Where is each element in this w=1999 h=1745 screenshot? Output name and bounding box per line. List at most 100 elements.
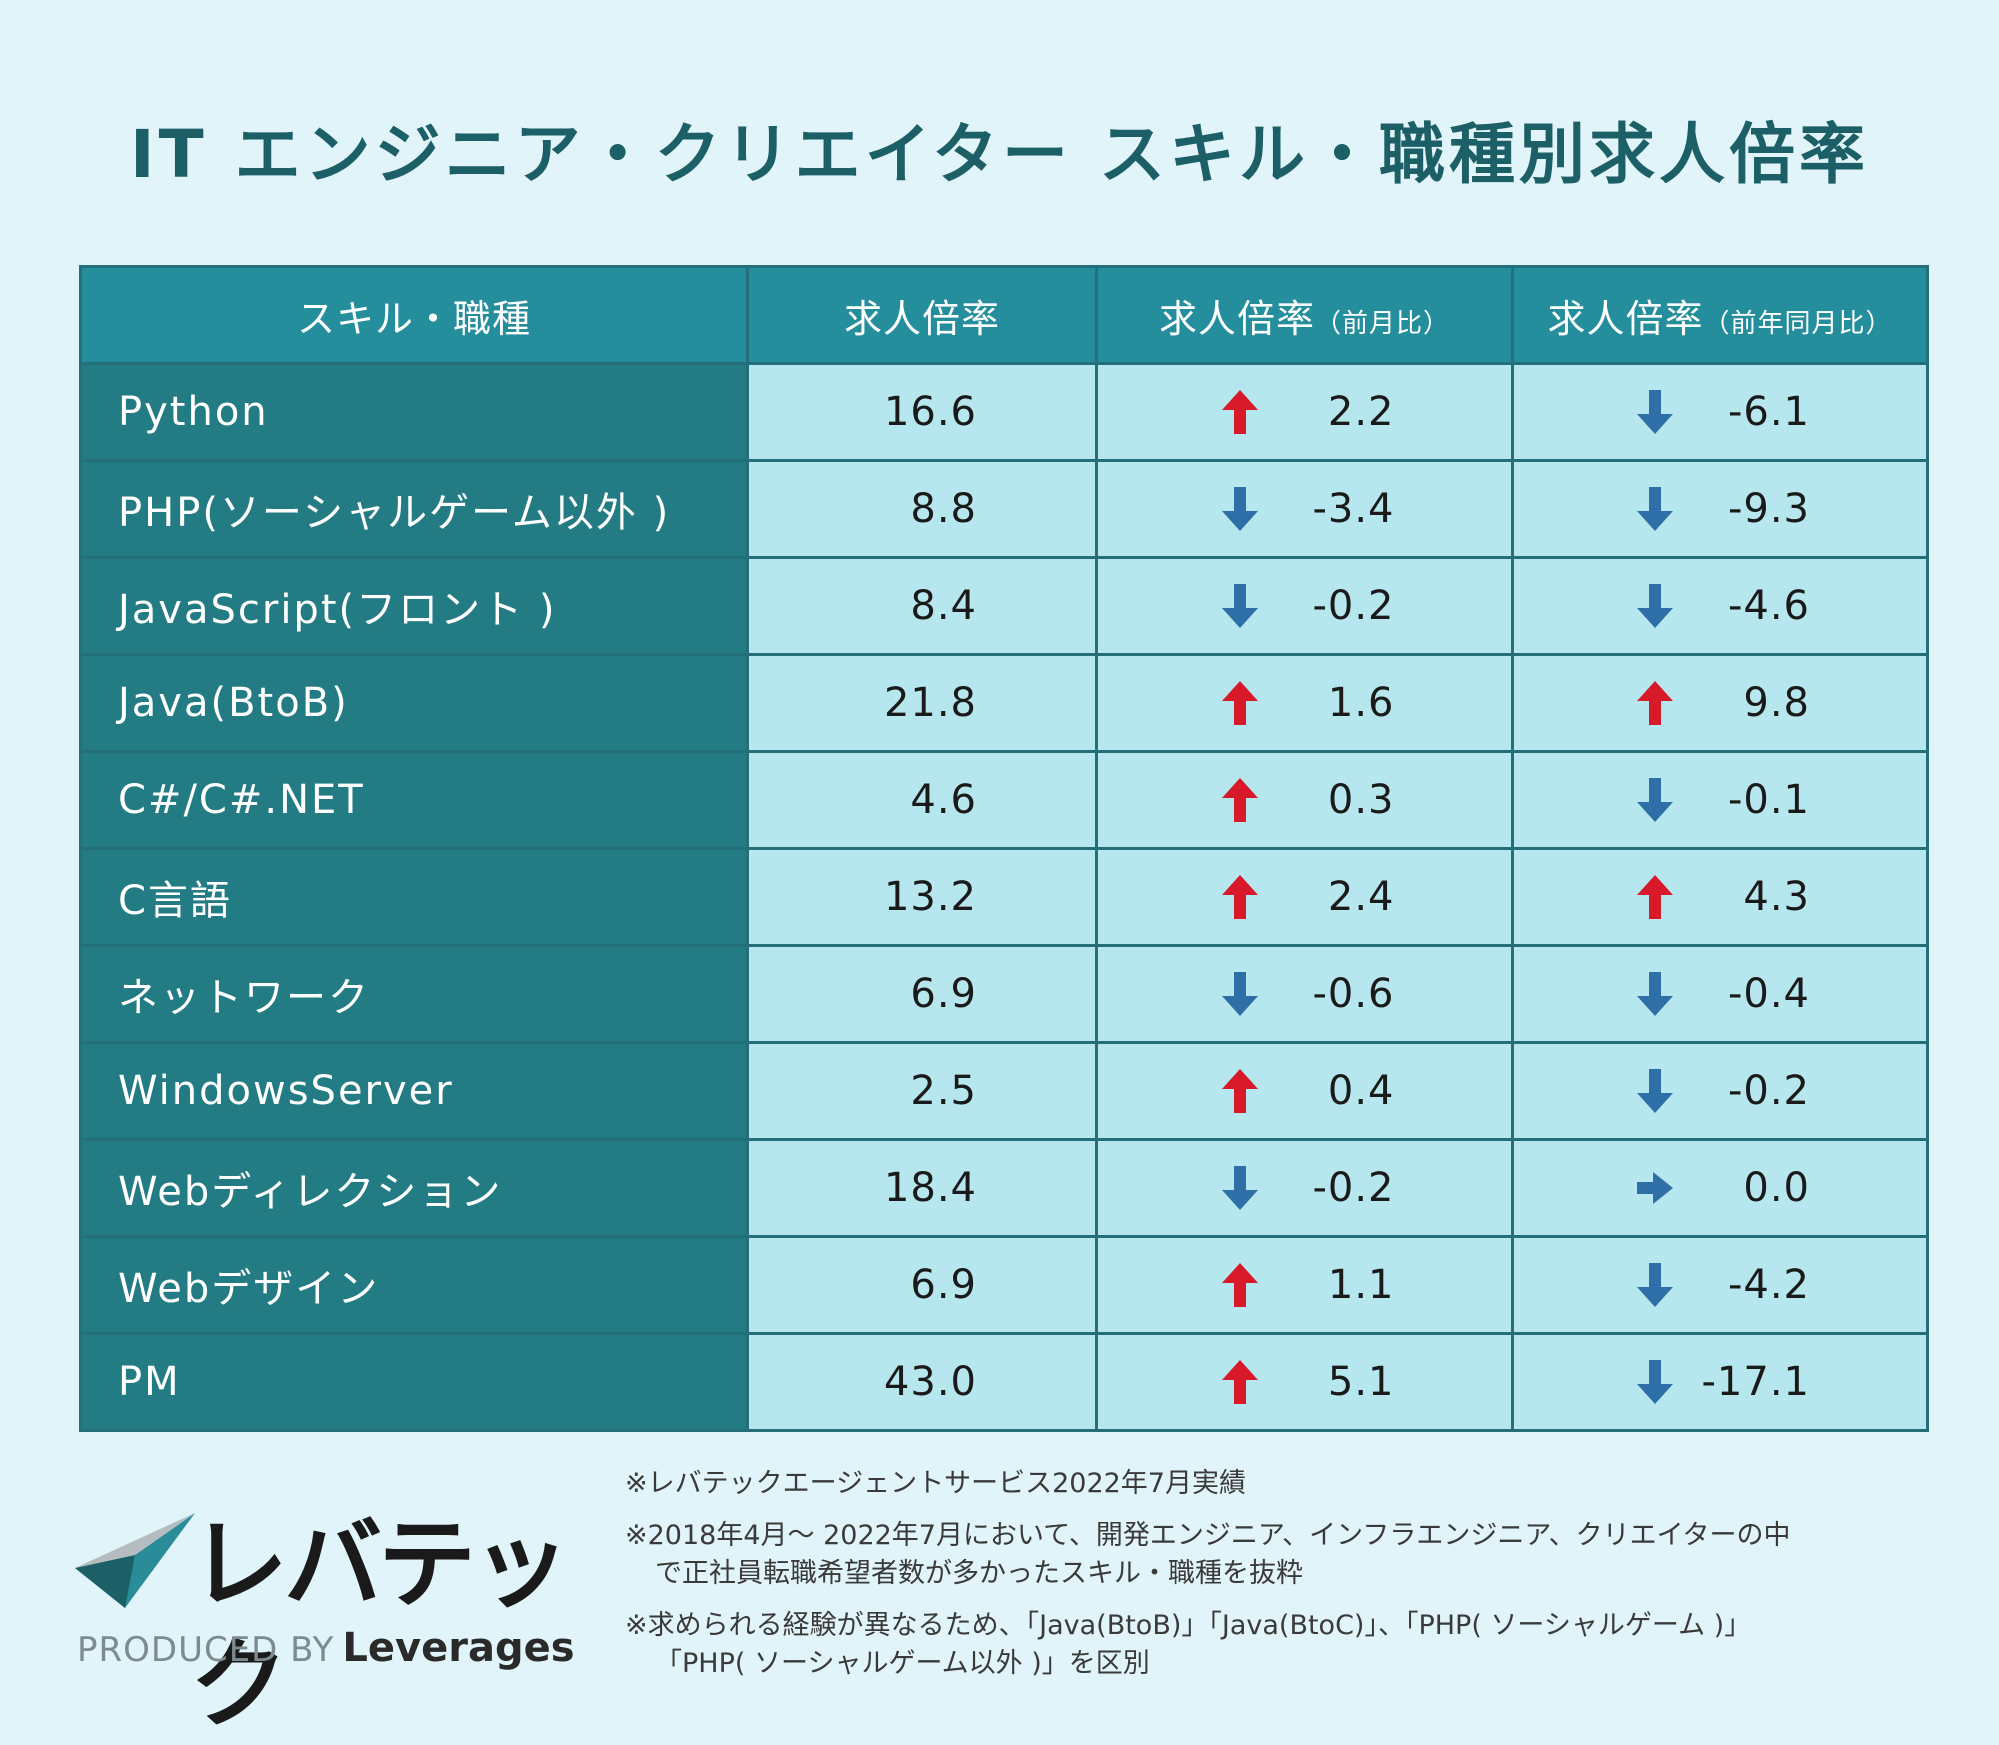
ratio-cell: 16.6: [746, 362, 1098, 462]
mom-cell: 1.1: [1095, 1235, 1514, 1335]
ratio-value: 16.6: [883, 389, 977, 435]
ratio-cell: 6.9: [746, 944, 1098, 1044]
brand-name: Leverages: [342, 1625, 575, 1671]
ratio-value: 6.9: [910, 1262, 977, 1308]
ratio-value: 2.5: [910, 1068, 977, 1114]
mom-value: 2.4: [1327, 874, 1395, 920]
header-yoy-sub: （前年同月比）: [1703, 308, 1893, 339]
mom-cell: 1.6: [1095, 653, 1514, 753]
mom-cell: 0.3: [1095, 750, 1514, 850]
arrow-down-icon: [1630, 1066, 1680, 1116]
table-row: C言語 13.2 2.4 4.3: [79, 847, 1929, 947]
job-ratio-table: スキル・職種 求人倍率 求人倍率（前月比） 求人倍率（前年同月比） Python…: [79, 265, 1929, 1432]
ratio-cell: 8.8: [746, 459, 1098, 559]
ratio-value: 8.8: [910, 486, 977, 532]
ratio-cell: 43.0: [746, 1332, 1098, 1432]
ratio-value: 13.2: [883, 874, 977, 920]
skill-name: C言語: [79, 847, 749, 947]
leverages-logo: レバテック PRODUCED BY Leverages: [75, 1505, 595, 1742]
yoy-cell: 0.0: [1511, 1138, 1929, 1238]
skill-name: C#/C#.NET: [79, 750, 749, 850]
arrow-down-icon: [1215, 484, 1265, 534]
footnote-2: ※2018年4月～ 2022年7月において、開発エンジニア、インフラエンジニア、…: [625, 1517, 1935, 1593]
arrow-right-icon: [1630, 1163, 1680, 1213]
footnote-1: ※レバテックエージェントサービス2022年7月実績: [625, 1468, 1246, 1499]
header-yoy: 求人倍率（前年同月比）: [1511, 265, 1929, 365]
yoy-cell: -0.4: [1511, 944, 1929, 1044]
header-skill: スキル・職種: [79, 265, 749, 365]
table-row: ネットワーク 6.9 -0.6 -0.4: [79, 944, 1929, 1044]
table-row: Webディレクション 18.4 -0.2 0.0: [79, 1138, 1929, 1238]
table-row: PHP(ソーシャルゲーム以外 ) 8.8 -3.4 -9.3: [79, 459, 1929, 559]
mom-cell: 2.4: [1095, 847, 1514, 947]
ratio-value: 4.6: [910, 777, 977, 823]
arrow-up-icon: [1215, 387, 1265, 437]
skill-name: JavaScript(フロント ): [79, 556, 749, 656]
mom-value: -0.2: [1312, 1165, 1395, 1211]
arrow-down-icon: [1630, 484, 1680, 534]
table-row: Webデザイン 6.9 1.1 -4.2: [79, 1235, 1929, 1335]
arrow-up-icon: [1215, 678, 1265, 728]
yoy-cell: -9.3: [1511, 459, 1929, 559]
arrow-down-icon: [1215, 969, 1265, 1019]
mom-value: 0.3: [1327, 777, 1395, 823]
yoy-cell: -6.1: [1511, 362, 1929, 462]
ratio-value: 8.4: [910, 583, 977, 629]
skill-name: Webデザイン: [79, 1235, 749, 1335]
mom-cell: 2.2: [1095, 362, 1514, 462]
yoy-cell: 4.3: [1511, 847, 1929, 947]
yoy-cell: -0.2: [1511, 1041, 1929, 1141]
ratio-value: 43.0: [883, 1359, 977, 1405]
ratio-value: 18.4: [883, 1165, 977, 1211]
skill-name: PM: [79, 1332, 749, 1432]
mom-value: -0.2: [1312, 583, 1395, 629]
table-header-row: スキル・職種 求人倍率 求人倍率（前月比） 求人倍率（前年同月比）: [79, 265, 1929, 365]
arrow-up-icon: [1215, 1357, 1265, 1407]
ratio-cell: 8.4: [746, 556, 1098, 656]
footnotes: ※レバテックエージェントサービス2022年7月実績 ※2018年4月～ 2022…: [625, 1465, 1935, 1697]
skill-name: ネットワーク: [79, 944, 749, 1044]
arrow-down-icon: [1630, 387, 1680, 437]
arrow-down-icon: [1630, 1357, 1680, 1407]
arrow-up-icon: [1215, 1260, 1265, 1310]
produced-by-line: PRODUCED BY Leverages: [77, 1625, 575, 1671]
mom-cell: -0.2: [1095, 556, 1514, 656]
arrow-up-icon: [1215, 1066, 1265, 1116]
header-mom-main: 求人倍率: [1158, 296, 1315, 341]
logo-wordmark: レバテック: [190, 1508, 570, 1742]
yoy-value: -6.1: [1727, 389, 1810, 435]
yoy-value: -4.6: [1727, 583, 1810, 629]
ratio-cell: 6.9: [746, 1235, 1098, 1335]
yoy-cell: -4.6: [1511, 556, 1929, 656]
mom-value: -3.4: [1312, 486, 1395, 532]
mom-value: 0.4: [1327, 1068, 1395, 1114]
table-row: Java(BtoB) 21.8 1.6 9.8: [79, 653, 1929, 753]
arrow-down-icon: [1215, 581, 1265, 631]
yoy-value: -17.1: [1701, 1359, 1810, 1405]
arrow-down-icon: [1215, 1163, 1265, 1213]
skill-name: Python: [79, 362, 749, 462]
table-row: Python 16.6 2.2 -6.1: [79, 362, 1929, 462]
table-row: C#/C#.NET 4.6 0.3 -0.1: [79, 750, 1929, 850]
skill-name: WindowsServer: [79, 1041, 749, 1141]
yoy-cell: -4.2: [1511, 1235, 1929, 1335]
skill-name: PHP(ソーシャルゲーム以外 ): [79, 459, 749, 559]
yoy-cell: -17.1: [1511, 1332, 1929, 1432]
yoy-value: -9.3: [1727, 486, 1810, 532]
footnote-3: ※求められる経験が異なるため、「Java(BtoB)」「Java(BtoC)」、…: [625, 1607, 1935, 1683]
checkmark-logo-icon: [75, 1513, 195, 1608]
arrow-down-icon: [1630, 775, 1680, 825]
yoy-value: -0.4: [1727, 971, 1810, 1017]
mom-cell: -3.4: [1095, 459, 1514, 559]
yoy-value: 9.8: [1743, 680, 1810, 726]
mom-value: 2.2: [1327, 389, 1395, 435]
yoy-value: 4.3: [1743, 874, 1810, 920]
ratio-value: 21.8: [883, 680, 977, 726]
ratio-cell: 21.8: [746, 653, 1098, 753]
produced-by-label: PRODUCED BY: [77, 1630, 335, 1670]
ratio-cell: 2.5: [746, 1041, 1098, 1141]
arrow-up-icon: [1630, 872, 1680, 922]
header-mom-sub: （前月比）: [1315, 308, 1451, 339]
footnote-2-line1: ※2018年4月～ 2022年7月において、開発エンジニア、インフラエンジニア、…: [625, 1520, 1791, 1551]
table-body: Python 16.6 2.2 -6.1 PHP(ソーシャルゲーム以外 ) 8.8 -3.4…: [79, 362, 1929, 1432]
